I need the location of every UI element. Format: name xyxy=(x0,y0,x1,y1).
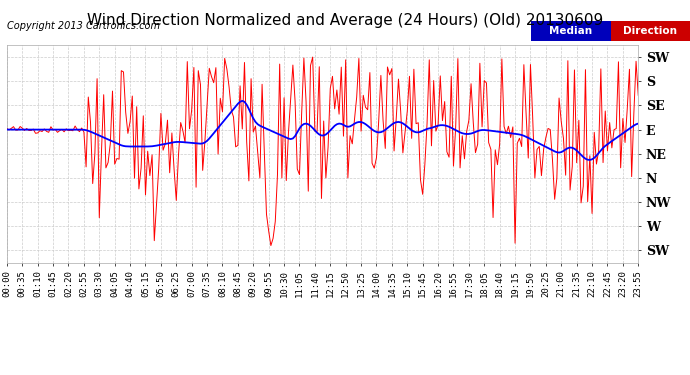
Text: Median: Median xyxy=(549,26,593,36)
Bar xyxy=(531,21,611,41)
Text: Wind Direction Normalized and Average (24 Hours) (Old) 20130609: Wind Direction Normalized and Average (2… xyxy=(87,13,603,28)
Text: Copyright 2013 Cartronics.com: Copyright 2013 Cartronics.com xyxy=(7,21,160,31)
Text: Direction: Direction xyxy=(623,26,678,36)
Bar xyxy=(611,21,690,41)
